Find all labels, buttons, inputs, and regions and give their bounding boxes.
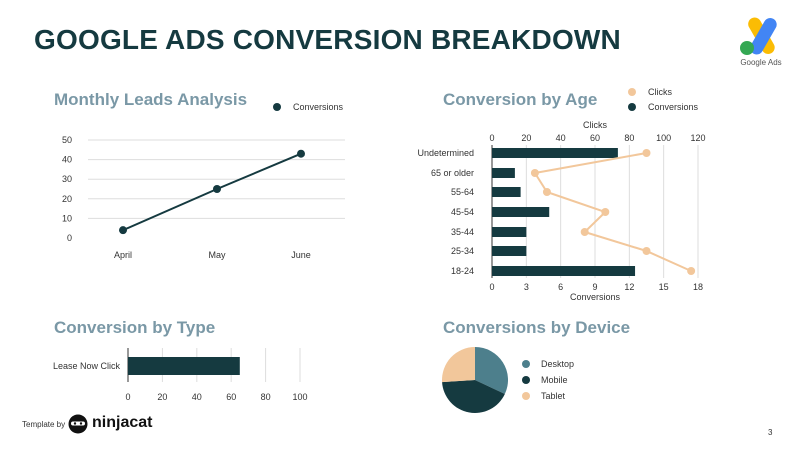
monthly-xtick-label: April xyxy=(114,250,132,260)
device-legend-label: Tablet xyxy=(541,391,566,401)
age-bottom-tick-label: 3 xyxy=(524,282,529,292)
type-chart-title: Conversion by Type xyxy=(54,318,216,337)
age-conversion-bar xyxy=(492,207,550,217)
age-top-axis-label: Clicks xyxy=(583,120,607,130)
google-ads-logo-text: Google Ads xyxy=(740,58,782,67)
age-category-label: 18-24 xyxy=(451,266,474,276)
age-category-label: 35-44 xyxy=(451,227,474,237)
age-bottom-tick-label: 0 xyxy=(489,282,494,292)
device-legend-marker xyxy=(522,392,530,400)
monthly-ytick-label: 30 xyxy=(62,174,72,184)
ninjacat-logo-icon xyxy=(68,414,88,434)
age-conversion-bar xyxy=(492,266,636,276)
age-clicks-point xyxy=(542,188,551,196)
age-conversion-bar xyxy=(492,187,521,197)
monthly-point xyxy=(297,149,305,158)
age-category-label: 25-34 xyxy=(451,246,474,256)
age-category-label: 55-64 xyxy=(451,187,474,197)
age-top-tick-label: 100 xyxy=(656,133,671,143)
age-legend-clicks-label: Clicks xyxy=(648,87,672,97)
type-xtick-label: 60 xyxy=(226,392,236,402)
device-legend-marker xyxy=(522,376,530,384)
age-top-tick-label: 40 xyxy=(556,133,566,143)
age-legend-conversions-label: Conversions xyxy=(648,102,699,112)
monthly-ytick-label: 20 xyxy=(62,194,72,204)
type-xtick-label: 80 xyxy=(261,392,271,402)
age-clicks-point xyxy=(580,228,589,236)
monthly-xtick-label: June xyxy=(291,250,311,260)
monthly-legend-marker xyxy=(273,103,281,111)
device-pie-slice xyxy=(442,380,505,414)
type-category-label: Lease Now Click xyxy=(53,361,121,371)
age-bottom-axis-label: Conversions xyxy=(570,292,621,302)
footer-template-label: Template by xyxy=(22,420,66,429)
monthly-ytick-label: 50 xyxy=(62,135,72,145)
device-chart-title: Conversions by Device xyxy=(443,318,631,337)
monthly-ytick-label: 10 xyxy=(62,213,72,223)
device-pie-slice xyxy=(475,347,509,395)
age-top-tick-label: 0 xyxy=(489,133,494,143)
age-bottom-tick-label: 12 xyxy=(624,282,634,292)
age-conversion-bar xyxy=(492,168,515,178)
monthly-ytick-label: 0 xyxy=(67,233,72,243)
age-clicks-point xyxy=(687,267,696,275)
age-category-label: 45-54 xyxy=(451,207,474,217)
monthly-chart-title: Monthly Leads Analysis xyxy=(54,90,248,109)
type-xtick-label: 0 xyxy=(125,392,130,402)
age-chart-title: Conversion by Age xyxy=(443,90,598,109)
age-bottom-tick-label: 15 xyxy=(659,282,669,292)
age-bottom-tick-label: 6 xyxy=(558,282,563,292)
age-conversion-bar xyxy=(492,227,527,237)
age-top-tick-label: 60 xyxy=(590,133,600,143)
age-bottom-tick-label: 18 xyxy=(693,282,703,292)
monthly-xtick-label: May xyxy=(208,250,226,260)
age-legend-conversions-marker xyxy=(628,103,636,111)
age-category-label: 65 or older xyxy=(431,168,474,178)
age-legend-clicks-marker xyxy=(628,88,636,96)
age-clicks-point xyxy=(642,149,651,157)
age-clicks-point xyxy=(601,208,610,216)
monthly-ytick-label: 40 xyxy=(62,155,72,165)
age-top-tick-label: 20 xyxy=(521,133,531,143)
footer-brand: ninjacat xyxy=(92,414,153,431)
google-ads-logo-icon xyxy=(740,17,777,55)
monthly-point xyxy=(213,185,221,193)
age-top-tick-label: 120 xyxy=(690,133,705,143)
type-xtick-label: 40 xyxy=(192,392,202,402)
page-title: GOOGLE ADS CONVERSION BREAKDOWN xyxy=(34,24,621,55)
age-top-tick-label: 80 xyxy=(624,133,634,143)
age-category-label: Undetermined xyxy=(417,148,474,158)
age-bottom-tick-label: 9 xyxy=(592,282,597,292)
age-clicks-point xyxy=(642,247,651,255)
device-pie-slice xyxy=(442,347,475,383)
page-number: 3 xyxy=(768,428,773,437)
device-legend-label: Mobile xyxy=(541,375,568,385)
monthly-point xyxy=(119,226,127,235)
type-xtick-label: 100 xyxy=(292,392,307,402)
device-legend-marker xyxy=(522,360,530,368)
device-legend-label: Desktop xyxy=(541,359,574,369)
age-conversion-bar xyxy=(492,246,527,256)
type-bar xyxy=(128,357,240,375)
age-conversion-bar xyxy=(492,148,618,158)
monthly-legend-label: Conversions xyxy=(293,102,344,112)
type-xtick-label: 20 xyxy=(157,392,167,402)
age-clicks-point xyxy=(530,169,539,177)
